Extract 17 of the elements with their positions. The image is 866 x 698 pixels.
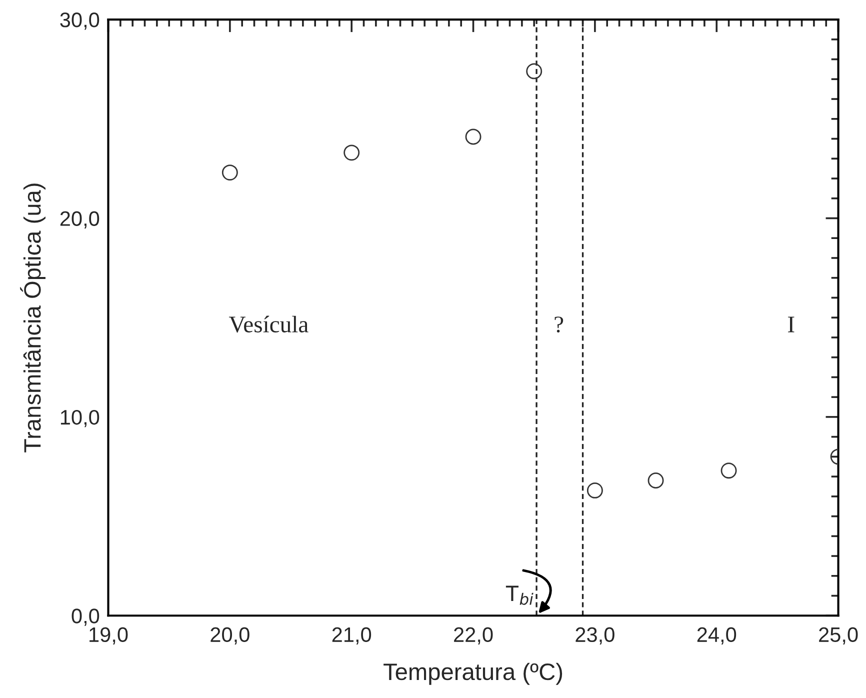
annotation: I [788, 316, 794, 332]
x-tick-label: 21,0 [332, 627, 372, 645]
y-tick-label: 0,0 [72, 608, 100, 626]
x-tick-label: 20,0 [210, 627, 250, 645]
annotation: ? [554, 316, 564, 333]
x-tick-label: 25,0 [819, 627, 858, 645]
y-tick-label: 30,0 [60, 12, 100, 30]
y-axis-title: Transmitância Óptica (ua) [20, 184, 46, 452]
annotation: T$_{bi}$ [506, 586, 534, 605]
y-tick-label: 10,0 [60, 410, 100, 428]
annotation: Vesícula [228, 316, 308, 333]
y-tick-label: 20,0 [60, 211, 100, 228]
x-tick-label: 24,0 [697, 627, 736, 645]
x-tick-label: 22,0 [454, 627, 493, 645]
x-tick-label: 19,0 [90, 627, 128, 645]
x-axis-title: Temperatura (ºC) [384, 662, 562, 685]
x-tick-label: 23,0 [576, 627, 614, 645]
